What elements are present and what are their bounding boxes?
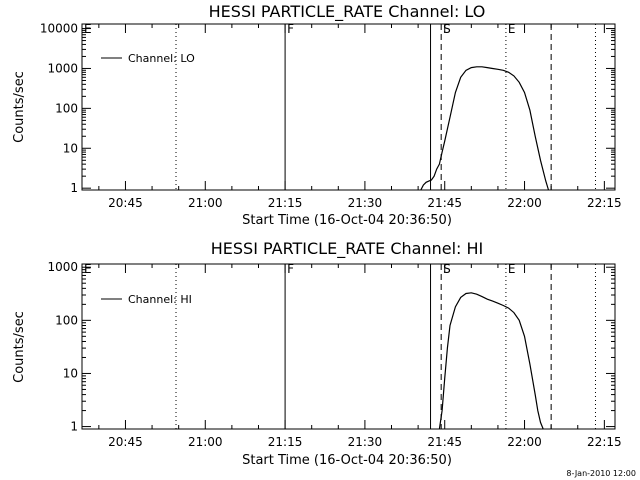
chart-lo-series-line [420,66,550,191]
chart-lo-y-tick-label: 100 [55,101,78,115]
chart-lo-y-tick-label: 10000 [40,22,78,36]
date-stamp: 8-Jan-2010 12:00 [566,469,636,478]
chart-hi-series-line [438,292,544,430]
chart-hi-marker-label: E [84,262,92,276]
chart-lo-x-tick-label: 21:45 [427,196,462,210]
chart-hi-plot-frame [81,263,616,430]
chart-lo-y-axis: 1 10 100 1000 10000 [40,22,615,195]
chart-hi-marker-label: E [508,262,516,276]
chart-lo-y-axis-label: Counts/sec [12,71,27,143]
chart-lo-y-tick-label: 10 [63,141,78,155]
chart-hi-x-tick-label: 22:00 [507,435,542,449]
chart-hi-y-axis: 1 10 100 1000 [47,260,615,434]
chart-hi-x-tick-label: 21:00 [188,435,223,449]
chart-lo-x-tick-label: 21:15 [268,196,303,210]
chart-lo-y-tick-label: 1000 [47,61,78,75]
chart-hi-y-tick-label: 1 [70,420,78,434]
chart-lo-x-axis: 20:45 21:00 21:15 21:30 21:45 22:00 22:15 [98,24,622,210]
chart-hi-y-tick-label: 1000 [47,260,78,274]
chart-lo-x-tick-label: 22:15 [587,196,622,210]
chart-hi-x-tick-label: 22:15 [587,435,622,449]
chart-hi-marker-label: F [287,262,294,276]
chart-hi-x-axis-label: Start Time (16-Oct-04 20:36:50) [242,453,452,468]
chart-hi-x-tick-label: 21:30 [348,435,383,449]
chart-lo-x-tick-label: 21:00 [188,196,223,210]
chart-lo-x-tick-label: 20:45 [108,196,143,210]
chart-lo-x-tick-label: 21:30 [348,196,383,210]
chart-lo-x-axis-label: Start Time (16-Oct-04 20:36:50) [242,213,452,228]
chart-hi-x-tick-label: 21:15 [268,435,303,449]
chart-hi-x-axis: 20:45 21:00 21:15 21:30 21:45 22:00 22:15 [98,264,622,449]
chart-hi-y-axis-label: Counts/sec [12,311,27,383]
chart-hi-y-tick-label: 10 [63,366,78,380]
chart-hi-y-tick-label: 100 [55,313,78,327]
chart-lo-plot-frame [81,23,616,191]
chart-lo-marker-label: S [443,22,451,36]
chart-hi-marker-label: S [443,262,451,276]
chart-lo-title: HESSI PARTICLE_RATE Channel: LO [209,2,486,22]
chart-hi-title: HESSI PARTICLE_RATE Channel: HI [211,239,484,259]
chart-lo-x-tick-label: 22:00 [507,196,542,210]
chart-hi-legend-label: Channel: HI [128,293,192,306]
chart-lo-legend-label: Channel: LO [128,52,195,65]
chart-lo-marker-label: F [287,22,294,36]
chart-lo-y-tick-label: 1 [70,181,78,195]
chart-hi-x-tick-label: 20:45 [108,435,143,449]
chart-hi-x-tick-label: 21:45 [427,435,462,449]
chart-lo-marker-label: E [508,22,516,36]
chart-hi: HESSI PARTICLE_RATE Channel: HI E F S E 1 10… [12,239,622,468]
